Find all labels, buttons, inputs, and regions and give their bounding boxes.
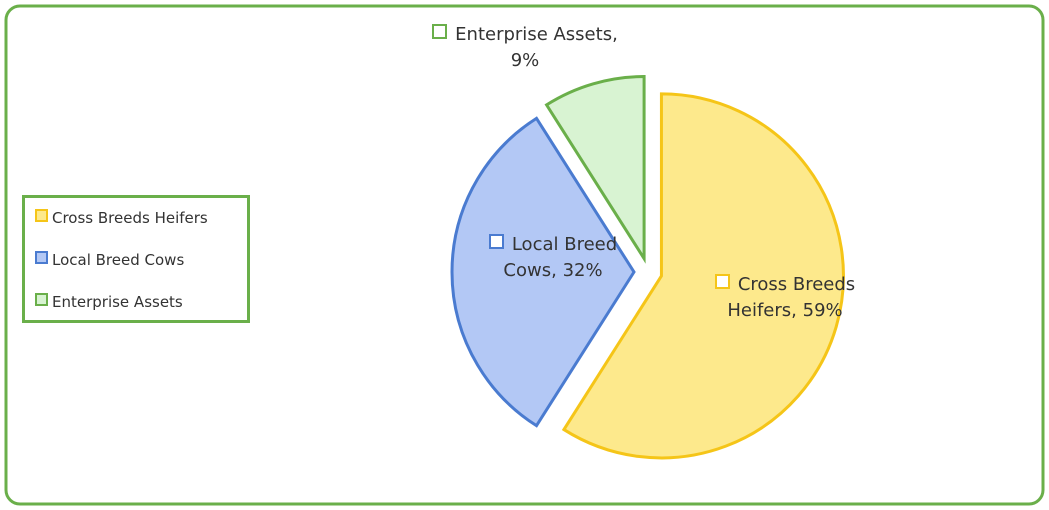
legend-swatch [35,209,48,222]
label-value: 9% [510,50,540,71]
slice [544,75,646,264]
data-label: Local Breed Cows, 32% [468,232,638,284]
label-value: 32% [562,260,603,281]
label-swatch [488,234,504,249]
label-name: Enterprise Assets [455,24,613,45]
data-label: Cross Breeds Heifers, 59% [700,272,870,324]
data-label: Enterprise Assets, 9% [430,22,620,74]
label-name: Local Breed Cows [503,234,618,281]
legend-swatch [35,251,48,264]
legend-entry: Local Breed Cows [35,248,247,290]
legend-entry: Cross Breeds Heifers [35,206,247,248]
legend-label: Cross Breeds Heifers [52,209,208,227]
label-swatch [432,24,448,39]
pie [450,75,845,460]
label-name: Cross Breeds Heifers [727,274,856,321]
slice [561,92,845,460]
legend: Cross Breeds Heifers Local Breed Cows Ente… [22,195,250,323]
legend-entry: Enterprise Assets [35,290,247,332]
label-swatch [714,274,730,289]
label-value: 59% [802,300,843,321]
legend-label: Enterprise Assets [52,293,183,311]
slice [450,116,636,428]
legend-label: Local Breed Cows [52,251,185,269]
legend-swatch [35,293,48,306]
